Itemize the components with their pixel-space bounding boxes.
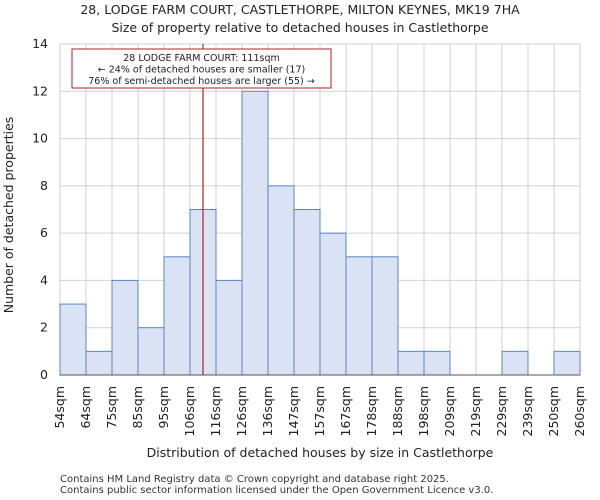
footer-line-1: Contains HM Land Registry data © Crown c… (60, 474, 449, 485)
x-tick-label: 250sqm (546, 386, 561, 436)
histogram-bar (371, 256, 399, 376)
x-tick-label: 239sqm (520, 386, 535, 436)
x-tick-label: 116sqm (208, 386, 223, 436)
x-tick-label: 198sqm (416, 386, 431, 436)
x-tick-label: 188sqm (390, 386, 405, 436)
y-tick-label: 12 (32, 83, 48, 98)
y-tick-label: 8 (40, 178, 48, 193)
x-tick-label: 106sqm (182, 386, 197, 436)
footer-line-2: Contains public sector information licen… (60, 485, 494, 496)
x-tick-label: 209sqm (442, 386, 457, 436)
x-tick-label: 167sqm (338, 386, 353, 436)
x-tick-label: 178sqm (364, 386, 379, 436)
x-tick-label: 64sqm (78, 386, 93, 429)
y-tick-label: 2 (40, 320, 48, 335)
x-tick-label: 95sqm (156, 386, 171, 429)
annotation-box (71, 48, 332, 89)
histogram-bar (163, 256, 191, 376)
axes: 0 2 4 6 8 10 12 14 54sqm 64sqm 75sqm 85sqm 95sqm 106s… (32, 36, 587, 436)
y-tick-label: 14 (32, 36, 48, 51)
x-axis-label: Distribution of detached houses by size … (147, 445, 494, 460)
y-tick-label: 0 (40, 367, 48, 382)
x-tick-label: 75sqm (104, 386, 119, 429)
histogram-bar (293, 209, 321, 376)
histogram-bar (553, 350, 581, 376)
histogram-bar (267, 185, 295, 376)
histogram-bar (59, 303, 87, 376)
x-tick-label: 157sqm (312, 386, 327, 436)
grid-lines (59, 43, 581, 376)
histogram-bar (345, 256, 373, 376)
x-tick-label: 136sqm (260, 386, 275, 436)
x-tick-label: 147sqm (286, 386, 301, 436)
y-axis-label: Number of detached properties (1, 117, 16, 314)
x-tick-label: 85sqm (130, 386, 145, 429)
annotation-line: 28 LODGE FARM COURT: 111sqm (123, 53, 279, 64)
histogram-bar (397, 350, 425, 376)
annotation-line: ← 24% of detached houses are smaller (17… (98, 65, 305, 76)
x-tick-label: 54sqm (52, 386, 67, 429)
histogram-bar (423, 350, 451, 376)
histogram-bar (137, 327, 165, 376)
x-tick-label: 219sqm (468, 386, 483, 436)
histogram-bar (85, 350, 113, 376)
histogram-bar (215, 279, 243, 376)
annotation-box-group: 28 LODGE FARM COURT: 111sqm← 24% of deta… (71, 48, 332, 89)
histogram-bar (501, 350, 529, 376)
histogram-bar (111, 279, 139, 376)
chart-title: 28, LODGE FARM COURT, CASTLETHORPE, MILT… (80, 2, 520, 17)
x-tick-label: 126sqm (234, 386, 249, 436)
annotation-line: 76% of semi-detached houses are larger (… (88, 76, 315, 87)
histogram-bar (319, 232, 347, 376)
x-tick-label: 229sqm (494, 386, 509, 436)
y-tick-label: 4 (40, 272, 48, 287)
bars (59, 90, 581, 376)
y-tick-label: 6 (40, 225, 48, 240)
y-tick-label: 10 (32, 131, 48, 146)
chart-subtitle: Size of property relative to detached ho… (111, 20, 489, 35)
x-tick-label: 260sqm (572, 386, 587, 436)
histogram-bar (241, 90, 269, 376)
